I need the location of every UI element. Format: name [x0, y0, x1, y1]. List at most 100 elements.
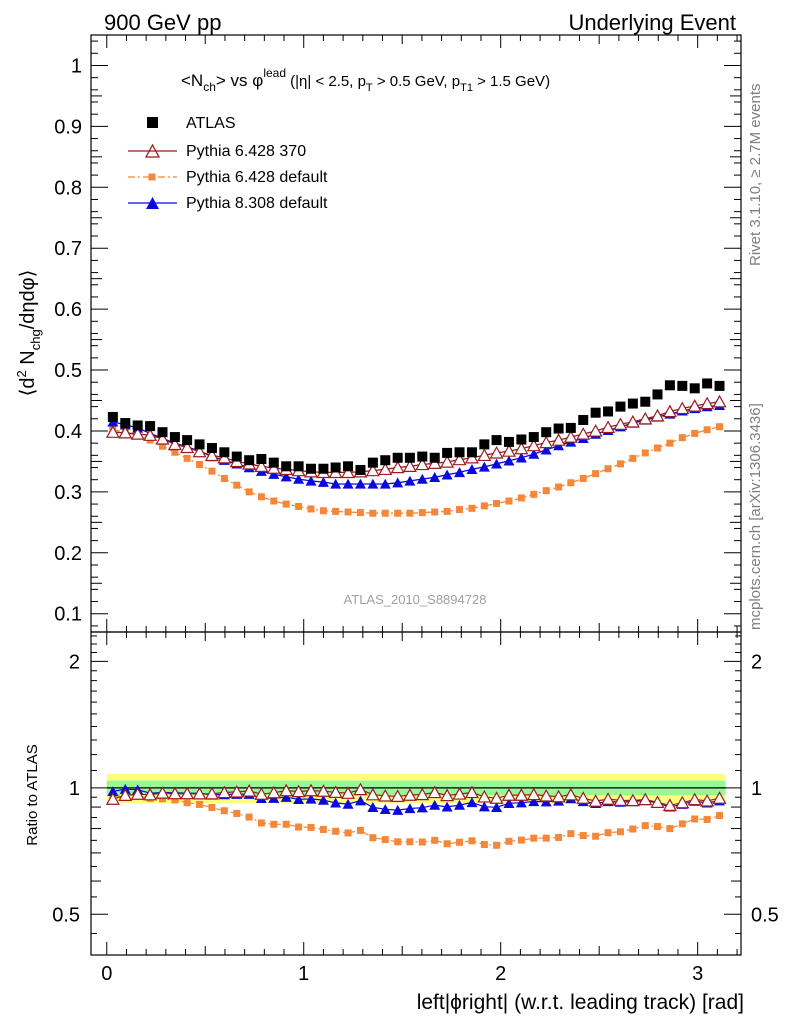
title-sup: lead — [263, 66, 286, 80]
p6-370-point — [675, 401, 690, 415]
p8-point — [478, 461, 490, 472]
atlas-point — [590, 407, 601, 418]
legend-p6-370-marker — [144, 143, 161, 158]
p6-370-point — [576, 427, 591, 440]
p6-370-point — [477, 448, 492, 462]
p6-370-point — [625, 414, 640, 428]
p8-point — [441, 469, 453, 480]
ratio-p6-370-point — [650, 795, 665, 808]
y-tick-label: 0.5 — [54, 360, 82, 382]
ratio-p6-370-point — [105, 792, 120, 805]
p6-370-point — [105, 425, 120, 438]
p6-370-point — [130, 427, 145, 440]
p6-370-point — [378, 462, 393, 476]
title-cuts-a: (|η| < 2.5, p — [286, 73, 366, 90]
p6-default-point — [307, 505, 315, 513]
legend-atlas-label: ATLAS — [186, 115, 236, 132]
ratio-p8-point — [454, 799, 466, 810]
ratio-y-tick-label: 1 — [69, 778, 80, 800]
atlas-point — [404, 452, 415, 463]
p6-370-point — [365, 463, 380, 477]
ratio-p6-370-point — [675, 795, 690, 809]
p6-370-point — [700, 396, 715, 410]
p6-default-point — [220, 474, 228, 482]
ratio-p6-370-point — [291, 784, 306, 798]
atlas-point — [516, 434, 527, 445]
p6-370-point — [551, 433, 566, 446]
ratio-p6-default-point — [282, 820, 290, 828]
atlas-point — [268, 457, 279, 468]
ratio-p6-default-point — [295, 823, 303, 831]
p6-370-point — [180, 440, 195, 454]
p6-370-point — [539, 435, 554, 449]
ratio-plot-frame — [90, 631, 742, 956]
ratio-y-axis-label: Ratio to ATLAS — [24, 744, 41, 845]
y-tick-label: 0.7 — [54, 238, 82, 260]
atlas-point — [107, 411, 118, 422]
p6-370-point — [650, 408, 665, 422]
ratio-p6-370-point — [551, 789, 566, 803]
atlas-point — [380, 455, 391, 466]
ratio-p6-default-point — [666, 825, 674, 833]
p6-370-point — [192, 444, 207, 458]
legend: ATLAS Pythia 6.428 370 Pythia 6.428 defa… — [128, 115, 328, 212]
x-axis-label: left|ϕright| (w.r.t. leading track) [rad… — [417, 991, 744, 1014]
ratio-p8-point — [429, 799, 441, 810]
y-tick-label: 0.1 — [54, 604, 82, 626]
p6-default-point — [394, 509, 402, 517]
p6-default-point — [183, 454, 191, 462]
ylabel-d: chg — [28, 329, 43, 350]
ratio-p8-point — [354, 795, 366, 806]
atlas-point — [454, 447, 465, 458]
p8-point — [367, 478, 379, 489]
p6-default-point — [641, 449, 649, 457]
y-tick-label: 0.9 — [54, 116, 82, 138]
title-mid: > vs φ — [216, 71, 263, 90]
atlas-point — [528, 432, 539, 443]
ratio-p6-370-point — [192, 786, 207, 800]
ratio-p8-point — [466, 797, 478, 808]
p8-point — [491, 458, 503, 469]
ratio-p6-default-point — [629, 825, 637, 833]
atlas-point — [157, 427, 168, 438]
atlas-point — [330, 462, 341, 473]
atlas-point — [541, 427, 552, 438]
p6-370-point — [254, 459, 269, 473]
ratio-p6-default-point — [530, 834, 538, 842]
p6-default-point — [369, 509, 377, 517]
atlas-point — [578, 415, 589, 426]
ratio-p6-default-point — [555, 833, 563, 841]
ratio-p6-370-point — [303, 783, 319, 797]
p6-370-point — [464, 450, 479, 464]
p6-default-point — [579, 474, 587, 482]
atlas-point — [182, 435, 193, 446]
atlas-point — [652, 389, 663, 400]
x-tick-label: 2 — [495, 963, 506, 985]
atlas-point — [367, 457, 378, 468]
ratio-p6-370-point — [143, 787, 158, 801]
ratio-p8-point — [379, 804, 391, 814]
ratio-p6-370-point — [180, 786, 195, 800]
y-tick-label: 0.3 — [54, 482, 82, 504]
ratio-p8-point — [478, 801, 490, 812]
ylabel-e: /dηdφ⟩ — [17, 270, 39, 330]
p6-370-point — [402, 459, 417, 473]
ratio-p8-point — [416, 802, 428, 813]
atlas-point — [343, 461, 354, 472]
p6-370-point — [638, 411, 653, 425]
header-left-label: 900 GeV pp — [104, 10, 221, 35]
p6-default-point — [666, 439, 674, 447]
ratio-p6-default-point — [369, 834, 377, 842]
atlas-point — [615, 401, 626, 412]
atlas-point — [219, 447, 230, 458]
p6-370-point — [526, 438, 541, 452]
p8-point — [540, 444, 552, 455]
ratio-axis-ticks: 0 1 2 3 0.5 0.5 1 1 2 2 — [52, 632, 779, 985]
ratio-p6-370-point — [613, 793, 628, 807]
atlas-point — [281, 461, 292, 472]
ratio-p6-default-point — [691, 815, 699, 823]
p6-370-point — [563, 430, 578, 443]
p6-370-point — [204, 448, 219, 462]
ratio-p6-370-point — [328, 785, 343, 798]
p8-point — [354, 478, 366, 489]
